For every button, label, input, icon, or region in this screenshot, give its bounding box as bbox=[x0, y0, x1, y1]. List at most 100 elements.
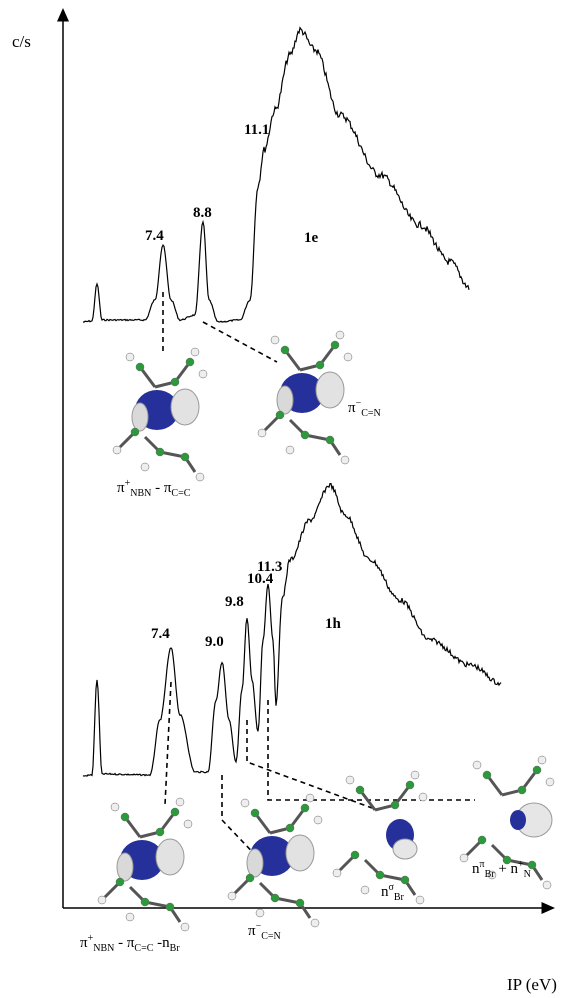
atom bbox=[256, 909, 264, 917]
lobe bbox=[156, 839, 184, 875]
label-part: + n bbox=[495, 861, 519, 877]
label-part: C=N bbox=[261, 931, 281, 942]
x-axis-label: IP (eV) bbox=[507, 975, 557, 994]
atom bbox=[271, 336, 279, 344]
peak-label: 7.4 bbox=[145, 228, 164, 244]
atom bbox=[406, 781, 414, 789]
label-part: N bbox=[524, 869, 531, 880]
y-axis-label: c/s bbox=[12, 32, 31, 51]
atom bbox=[538, 756, 546, 764]
atom bbox=[419, 793, 427, 801]
label-part: C=C bbox=[134, 943, 153, 954]
lobe bbox=[316, 372, 344, 408]
atom bbox=[171, 378, 179, 386]
atom bbox=[246, 874, 254, 882]
atom bbox=[141, 898, 149, 906]
orbital-image bbox=[333, 771, 427, 904]
atom bbox=[228, 892, 236, 900]
atom bbox=[528, 861, 536, 869]
atom bbox=[116, 878, 124, 886]
atom bbox=[258, 429, 266, 437]
lobe bbox=[510, 810, 526, 830]
atom bbox=[199, 370, 207, 378]
atom bbox=[311, 919, 319, 927]
atom bbox=[401, 876, 409, 884]
lobe bbox=[393, 839, 417, 859]
atom bbox=[460, 854, 468, 862]
atom bbox=[141, 463, 149, 471]
atom bbox=[113, 446, 121, 454]
orbital-image bbox=[98, 798, 192, 931]
peak-label: 9.8 bbox=[225, 594, 244, 610]
orbital-label: π+NBN - πC=C bbox=[117, 478, 191, 499]
compound-label: 1h bbox=[325, 616, 342, 632]
atom bbox=[356, 786, 364, 794]
atom bbox=[184, 820, 192, 828]
atom bbox=[98, 896, 106, 904]
label-part: Br bbox=[170, 943, 181, 954]
atom bbox=[156, 448, 164, 456]
orbital-label: nπBr + n+N bbox=[472, 859, 531, 880]
atom bbox=[126, 353, 134, 361]
atom bbox=[121, 813, 129, 821]
lobe bbox=[247, 849, 263, 877]
atom bbox=[333, 869, 341, 877]
atom bbox=[286, 824, 294, 832]
peak-label: 7.4 bbox=[151, 626, 170, 642]
orbital-image bbox=[228, 794, 322, 927]
atom bbox=[518, 786, 526, 794]
atom bbox=[331, 341, 339, 349]
orbital-label: π+NBN - πC=C -nBr bbox=[80, 933, 180, 954]
peak-label: 11.1 bbox=[244, 122, 269, 138]
atom bbox=[301, 804, 309, 812]
atom bbox=[344, 353, 352, 361]
lobe bbox=[277, 386, 293, 414]
atom bbox=[473, 761, 481, 769]
atom bbox=[251, 809, 259, 817]
orbital-image bbox=[113, 348, 207, 481]
atom bbox=[346, 776, 354, 784]
atom bbox=[126, 913, 134, 921]
atom bbox=[176, 798, 184, 806]
peak-label: 9.0 bbox=[205, 634, 224, 650]
atom bbox=[351, 851, 359, 859]
spectrum-1e bbox=[83, 28, 469, 323]
atom bbox=[543, 881, 551, 889]
atom bbox=[546, 778, 554, 786]
atom bbox=[314, 816, 322, 824]
atom bbox=[533, 766, 541, 774]
correlation-lines bbox=[163, 292, 475, 862]
atom bbox=[411, 771, 419, 779]
atom bbox=[196, 473, 204, 481]
atom bbox=[166, 903, 174, 911]
atom bbox=[316, 361, 324, 369]
atom bbox=[241, 799, 249, 807]
orbital-label: nσBr bbox=[381, 882, 405, 903]
atom bbox=[171, 808, 179, 816]
atom bbox=[186, 358, 194, 366]
atom bbox=[336, 331, 344, 339]
orbital-label: π−C=N bbox=[248, 921, 281, 942]
label-part: - π bbox=[114, 935, 134, 951]
atom bbox=[296, 899, 304, 907]
figure: c/s IP (eV) 7.48.811.11e7.49.09.810.411.… bbox=[0, 0, 561, 998]
atom bbox=[306, 794, 314, 802]
label-part: - π bbox=[151, 480, 171, 496]
lobe bbox=[286, 835, 314, 871]
label-part: C=C bbox=[171, 488, 190, 499]
atom bbox=[191, 348, 199, 356]
atom bbox=[483, 771, 491, 779]
atom bbox=[301, 431, 309, 439]
atom bbox=[391, 801, 399, 809]
atom bbox=[276, 411, 284, 419]
atom bbox=[271, 894, 279, 902]
atom bbox=[478, 836, 486, 844]
orbital-image bbox=[258, 331, 352, 464]
orbital-label: π−C=N bbox=[348, 398, 381, 419]
atom bbox=[341, 456, 349, 464]
atom bbox=[181, 453, 189, 461]
atom bbox=[281, 346, 289, 354]
atom bbox=[416, 896, 424, 904]
label-part: NBN bbox=[130, 488, 151, 499]
atom bbox=[131, 428, 139, 436]
